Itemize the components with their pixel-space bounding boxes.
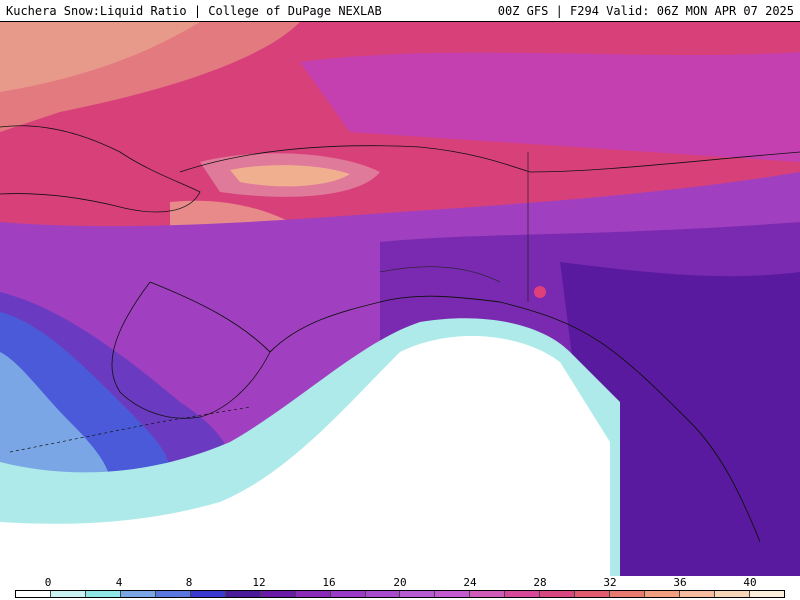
color-legend: 0 4 8 12 16 20 24 28 32 36 40 xyxy=(0,576,800,600)
legend-tick-28: 28 xyxy=(533,576,547,589)
coastline-gulf-of-alaska xyxy=(149,281,761,543)
aleutian-islands xyxy=(9,406,251,453)
field-hotspot xyxy=(534,286,546,298)
coastline-alaska-peninsula xyxy=(111,281,271,419)
coastline-arctic-canada xyxy=(529,151,800,173)
legend-swatch-15 xyxy=(540,591,576,597)
legend-tick-8: 8 xyxy=(185,576,193,589)
legend-tick-16: 16 xyxy=(322,576,336,589)
legend-swatch-0 xyxy=(16,591,51,597)
legend-swatch-12 xyxy=(435,591,471,597)
legend-tick-4: 4 xyxy=(115,576,123,589)
legend-swatch-20 xyxy=(715,591,751,597)
legend-swatch-2 xyxy=(85,591,121,597)
legend-swatch-6 xyxy=(225,591,261,597)
interior-border xyxy=(379,266,501,283)
legend-swatch-4 xyxy=(155,591,191,597)
legend-swatch-17 xyxy=(610,591,646,597)
legend-tick-36: 36 xyxy=(673,576,687,589)
legend-tick-labels: 0 4 8 12 16 20 24 28 32 36 40 xyxy=(0,576,800,589)
field-ocean xyxy=(0,335,610,576)
legend-swatch-9 xyxy=(330,591,366,597)
map-header: Kuchera Snow:Liquid Ratio | College of D… xyxy=(0,0,800,22)
snow-ratio-map[interactable] xyxy=(0,22,800,576)
coastline-north-alaska xyxy=(179,145,531,173)
legend-swatch-18 xyxy=(645,591,681,597)
legend-swatch-7 xyxy=(260,591,296,597)
legend-tick-24: 24 xyxy=(463,576,477,589)
legend-swatch-13 xyxy=(470,591,506,597)
legend-swatch-16 xyxy=(575,591,611,597)
valid-time: 00Z GFS | F294 Valid: 06Z MON APR 07 202… xyxy=(497,4,794,18)
legend-swatch-10 xyxy=(365,591,401,597)
legend-swatch-1 xyxy=(50,591,86,597)
legend-swatch-21 xyxy=(750,591,784,597)
map-canvas xyxy=(0,22,800,576)
coastline-west-alaska xyxy=(0,125,201,213)
legend-swatch-3 xyxy=(120,591,156,597)
field-salmon-nw-core xyxy=(0,22,200,92)
legend-swatch-8 xyxy=(295,591,331,597)
legend-color-bar xyxy=(15,590,785,598)
legend-tick-0: 0 xyxy=(44,576,52,589)
legend-tick-12: 12 xyxy=(252,576,266,589)
legend-swatch-5 xyxy=(190,591,226,597)
legend-swatch-11 xyxy=(400,591,436,597)
field-magenta-ne xyxy=(300,52,800,162)
legend-tick-40: 40 xyxy=(743,576,757,589)
legend-swatch-19 xyxy=(680,591,716,597)
legend-swatch-14 xyxy=(505,591,541,597)
field-interior-salmon xyxy=(230,165,350,187)
legend-tick-20: 20 xyxy=(393,576,407,589)
product-title: Kuchera Snow:Liquid Ratio | College of D… xyxy=(6,4,382,18)
legend-tick-32: 32 xyxy=(603,576,617,589)
